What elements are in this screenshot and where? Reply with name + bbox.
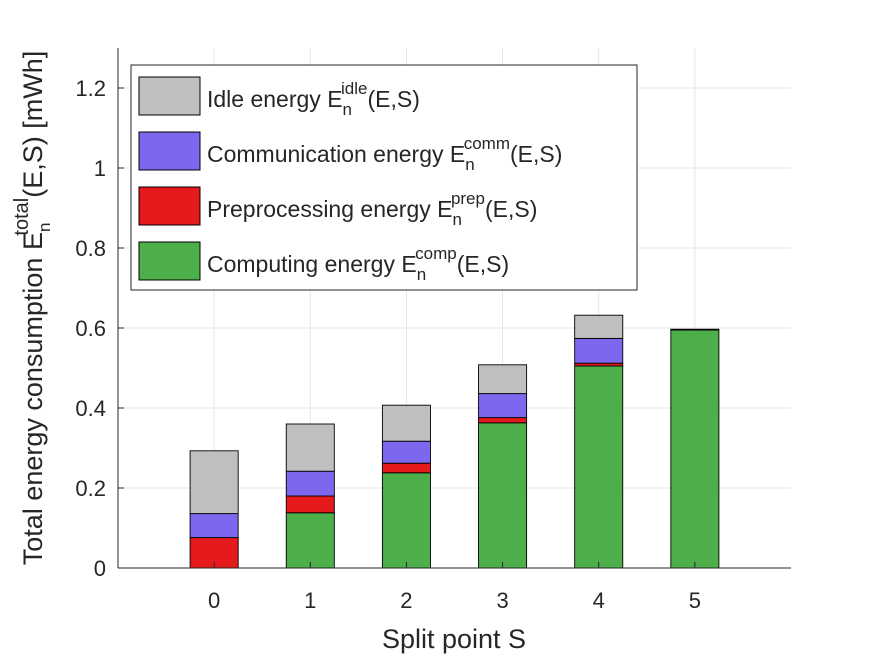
y-axis-title-tail: (E,S) [mWh]	[18, 51, 48, 198]
x-tick-label-5: 5	[689, 588, 701, 613]
legend-swatch-computing-energy	[138, 241, 201, 281]
legend: Idle energy Enidle(E,S)Communication ene…	[130, 64, 638, 291]
legend-label-idle-energy: Idle energy En idle(E,S)	[207, 79, 420, 119]
legend-label-base: Preprocessing energy E	[207, 196, 452, 222]
bar-communication-energy-s1	[285, 470, 335, 497]
y-axis-title-superscript: total	[11, 198, 33, 236]
legend-label-superscript: prep	[451, 189, 485, 208]
bar-idle-energy-s3	[478, 364, 528, 395]
x-tick-label-2: 2	[400, 588, 412, 613]
y-axis-title-subscript: n	[35, 223, 54, 232]
tick-labels-group: 0 0.2 0.4 0.6 0.8 1 1.2 0 1 2 3 4 5	[75, 76, 701, 613]
y-tick-label-6: 1.2	[75, 76, 106, 101]
legend-swatch-preprocessing-energy	[138, 186, 201, 226]
bar-communication-energy-s3	[478, 393, 528, 419]
legend-label-tail: (E,S)	[510, 141, 562, 167]
bar-communication-energy-s2	[381, 440, 431, 464]
y-tick-label-4: 0.8	[75, 236, 106, 261]
bar-idle-energy-s4	[574, 314, 624, 339]
bar-preprocessing-energy-s2	[381, 462, 431, 474]
legend-label-subscript: n	[465, 155, 474, 174]
legend-swatch-idle-energy	[138, 76, 201, 116]
legend-label-subscript: n	[452, 210, 461, 229]
legend-label-tail: (E,S)	[485, 196, 537, 222]
y-tick-label-0: 0	[94, 556, 106, 581]
bar-idle-energy-s1	[285, 423, 335, 472]
x-tick-label-0: 0	[208, 588, 220, 613]
bar-communication-energy-s5	[670, 328, 720, 331]
bar-computing-energy-s1	[285, 512, 335, 569]
bar-preprocessing-energy-s1	[285, 495, 335, 514]
y-tick-label-2: 0.4	[75, 396, 106, 421]
legend-box	[130, 64, 638, 291]
legend-label-base: Idle energy E	[207, 86, 343, 112]
legend-label-superscript: idle	[341, 79, 367, 98]
legend-label-superscript: comp	[415, 244, 457, 263]
legend-label-tail: (E,S)	[367, 86, 419, 112]
bar-idle-energy-s2	[381, 404, 431, 442]
legend-label-subscript: n	[343, 100, 352, 119]
bar-computing-energy-s4	[574, 365, 624, 569]
bars-group	[189, 314, 720, 569]
bar-computing-energy-s5	[670, 329, 720, 569]
bar-idle-energy-s0	[189, 450, 239, 515]
legend-label-subscript: n	[417, 265, 426, 284]
y-tick-label-5: 1	[94, 156, 106, 181]
legend-label-tail: (E,S)	[457, 251, 509, 277]
legend-label-communication-energy: Communication energy En comm(E,S)	[207, 134, 562, 174]
axes-group	[117, 48, 791, 569]
x-axis-title: Split point S	[382, 624, 526, 654]
legend-label-computing-energy: Computing energy En comp(E,S)	[207, 244, 509, 284]
y-axis-title-base: Total energy consumption E	[18, 232, 48, 565]
bar-communication-energy-s0	[189, 513, 239, 539]
legend-label-preprocessing-energy: Preprocessing energy En prep(E,S)	[207, 189, 537, 229]
bar-preprocessing-energy-s3	[478, 417, 528, 424]
y-tick-label-3: 0.6	[75, 316, 106, 341]
y-tick-label-1: 0.2	[75, 476, 106, 501]
x-tick-label-3: 3	[496, 588, 508, 613]
legend-label-superscript: comm	[464, 134, 510, 153]
legend-label-base: Computing energy E	[207, 251, 417, 277]
bar-computing-energy-s3	[478, 422, 528, 569]
legend-label-base: Communication energy E	[207, 141, 465, 167]
x-tick-label-1: 1	[304, 588, 316, 613]
y-axis-title: Total energy consumption Entotal(E,S) [m…	[11, 51, 54, 565]
bar-communication-energy-s4	[574, 337, 624, 364]
bar-computing-energy-s2	[381, 472, 431, 569]
x-tick-label-4: 4	[593, 588, 605, 613]
legend-swatch-communication-energy	[138, 131, 201, 171]
